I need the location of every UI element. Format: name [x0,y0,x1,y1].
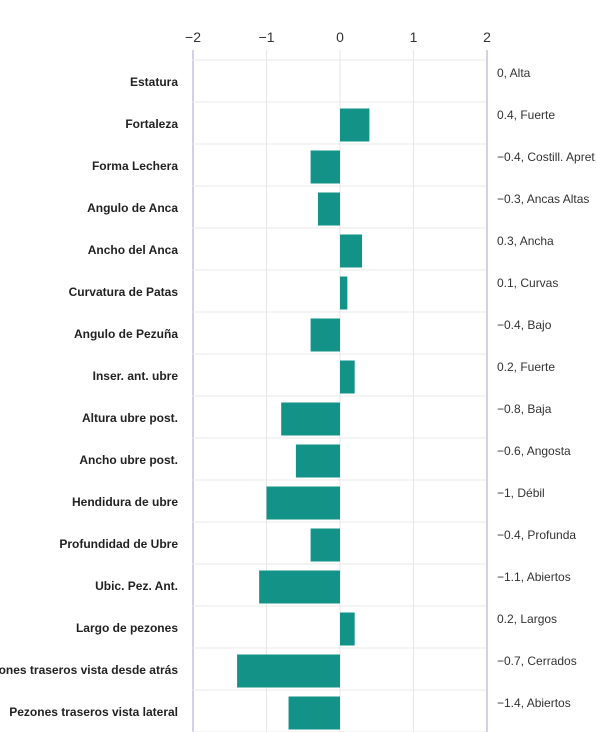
value-label: 0.2, Largos [497,612,557,626]
value-label: −1.4, Abiertos [497,696,571,710]
category-label: Ancho ubre post. [79,453,178,467]
category-label: Curvatura de Patas [69,285,179,299]
category-labels: Estatura Fortaleza Forma Lechera Angulo de … [0,75,178,719]
value-label: −1.1, Abiertos [497,570,571,584]
bar [288,696,340,730]
bar [310,318,340,352]
category-label: Altura ubre post. [82,411,178,425]
bar [295,444,340,478]
bar [340,234,363,268]
value-label: −0.4, Bajo [497,318,552,332]
category-label: Profundidad de Ubre [59,537,178,551]
category-label: Forma Lechera [92,159,178,173]
category-label: Estatura [130,75,178,89]
value-label: 0.4, Fuerte [497,108,555,122]
x-tick-label: 0 [336,29,344,45]
category-label: Largo de pezones [76,621,178,635]
category-label: Pezones traseros vista lateral [9,705,178,719]
category-label: Fortaleza [125,117,178,131]
x-tick-label: −1 [259,29,275,45]
bar [310,528,340,562]
x-tick-label: −2 [185,29,201,45]
bar [259,570,340,604]
bar [281,402,340,436]
bar [340,108,370,142]
value-label: −1, Débil [497,486,545,500]
x-tick-labels: −2 −1 0 1 2 [185,29,491,45]
bar [340,276,348,310]
bar [340,360,355,394]
category-label: Inser. ant. ubre [93,369,179,383]
value-label: 0.2, Fuerte [497,360,555,374]
value-label: −0.8, Baja [497,402,552,416]
bar [340,612,355,646]
value-label: 0.1, Curvas [497,276,558,290]
bar [237,654,340,688]
value-label: −0.3, Ancas Altas [497,192,589,206]
category-label: Pezones traseros vista desde atrás [0,663,178,677]
x-tick-label: 1 [410,29,418,45]
value-label: −0.4, Profunda [497,528,576,542]
value-label: −0.7, Cerrados [497,654,577,668]
category-label: Ancho del Anca [88,243,179,257]
bar [266,486,340,520]
category-label: Ubic. Pez. Ant. [95,579,178,593]
value-label: 0, Alta [497,66,531,80]
category-label: Angulo de Anca [87,201,178,215]
category-label: Hendidura de ubre [72,495,178,509]
value-labels: 0, Alta 0.4, Fuerte −0.4, Costill. Apret. −… [497,66,596,710]
bar [317,192,340,226]
x-tick-label: 2 [483,29,491,45]
bars [237,108,370,730]
bar [310,150,340,184]
value-label: −0.6, Angosta [497,444,571,458]
value-label: 0.3, Ancha [497,234,554,248]
value-label: −0.4, Costill. Apret. [497,150,596,164]
category-label: Angulo de Pezuña [74,327,178,341]
